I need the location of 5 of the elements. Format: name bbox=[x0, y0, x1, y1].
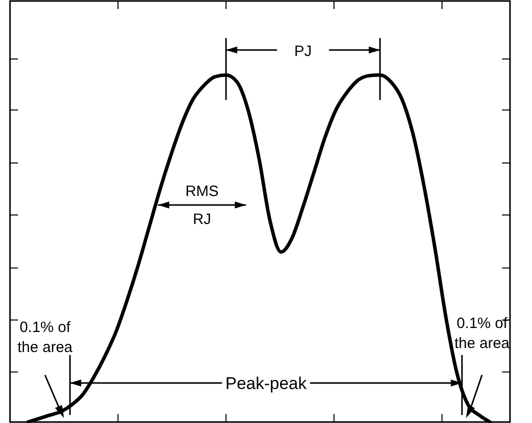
annotation: 0.1% of the area bbox=[17, 319, 74, 356]
annotation: RMS bbox=[185, 183, 219, 200]
annotation: Peak-peak bbox=[225, 374, 308, 393]
text: PJ bbox=[294, 43, 312, 60]
annotation: RJ bbox=[192, 211, 212, 228]
